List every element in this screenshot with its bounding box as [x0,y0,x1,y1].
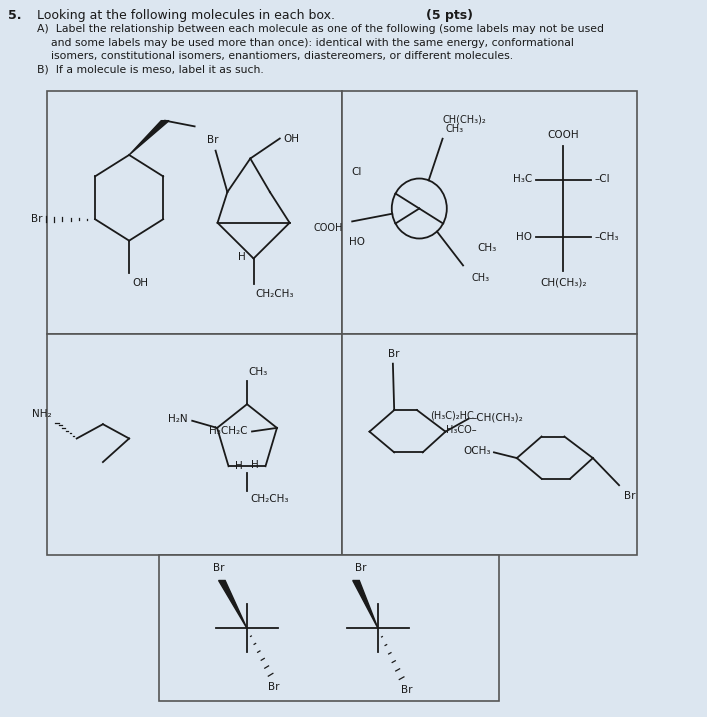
Text: OH: OH [132,277,148,288]
Text: Looking at the following molecules in each box.: Looking at the following molecules in ea… [37,9,335,22]
Text: NH₂: NH₂ [33,409,52,419]
Text: –CH₃: –CH₃ [595,232,619,242]
Text: Cl: Cl [352,167,362,177]
Text: CH₃: CH₃ [478,243,497,253]
Text: CH₂CH₃: CH₂CH₃ [255,288,294,298]
Text: OCH₃: OCH₃ [463,446,491,456]
Text: H₃CO–: H₃CO– [445,425,477,435]
Text: (H₃C)₂HC: (H₃C)₂HC [431,411,474,421]
Text: H₃CH₂C: H₃CH₂C [209,426,247,436]
Text: –Cl: –Cl [595,174,610,184]
Text: Br: Br [624,491,636,501]
Text: A)  Label the relationship between each molecule as one of the following (some l: A) Label the relationship between each m… [37,24,604,34]
Text: CH₂CH₃: CH₂CH₃ [250,494,288,504]
Text: COOH: COOH [313,223,342,233]
Text: H: H [251,460,259,470]
Bar [342,90,637,333]
Text: COOH: COOH [548,130,579,140]
Text: H: H [235,461,243,471]
Text: Br: Br [268,682,280,692]
Text: 5.: 5. [8,9,21,22]
Text: Br: Br [31,214,42,224]
Text: (5 pts): (5 pts) [426,9,473,22]
Text: OH: OH [283,133,299,143]
Bar [342,333,637,555]
Text: CH(CH₃)₂: CH(CH₃)₂ [540,277,587,287]
Bar [47,333,342,555]
Text: H₂N: H₂N [168,414,187,424]
Text: isomers, constitutional isomers, enantiomers, diastereomers, or different molecu: isomers, constitutional isomers, enantio… [50,52,513,62]
Polygon shape [218,581,247,629]
Text: HO: HO [516,232,532,242]
Text: Br: Br [388,348,400,358]
Text: and some labels may be used more than once): identical with the same energy, con: and some labels may be used more than on… [50,38,573,48]
Bar [158,555,499,701]
Text: CH₃: CH₃ [445,124,463,134]
Text: Br: Br [206,135,218,145]
Text: Br: Br [213,564,224,574]
Text: B)  If a molecule is meso, label it as such.: B) If a molecule is meso, label it as su… [37,65,264,75]
Text: CH₃: CH₃ [248,367,267,377]
Text: Br: Br [401,685,413,695]
Polygon shape [129,120,169,155]
Text: –CH(CH₃)₂: –CH(CH₃)₂ [472,412,523,422]
Text: HO: HO [349,237,366,247]
Text: CH(CH₃)₂: CH(CH₃)₂ [442,114,486,124]
Polygon shape [353,581,378,629]
Text: CH₃: CH₃ [472,272,490,282]
Text: H: H [238,252,246,262]
Bar [47,90,342,333]
Text: H₃C: H₃C [513,174,532,184]
Text: Br: Br [355,564,366,574]
